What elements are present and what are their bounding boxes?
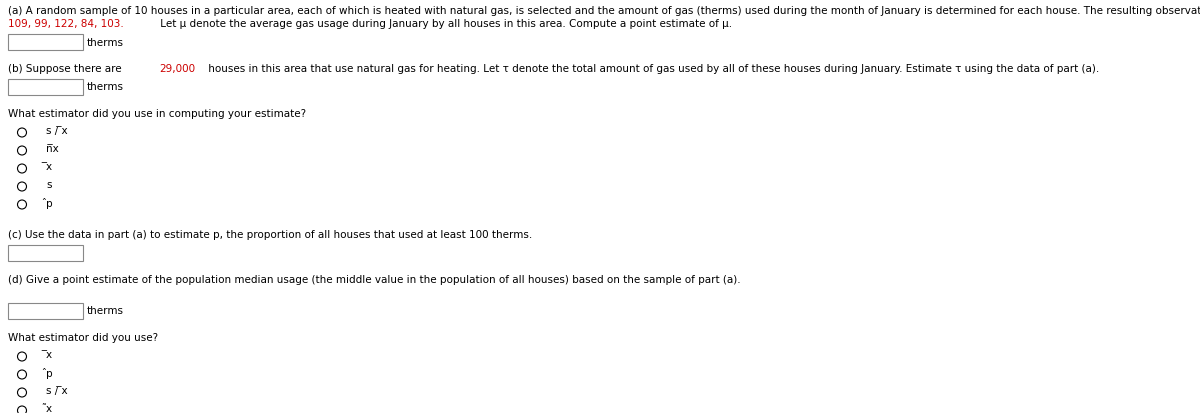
Text: 29,000: 29,000 — [158, 64, 194, 74]
Text: ̅x: ̅x — [46, 162, 52, 172]
Text: What estimator did you use in computing your estimate?: What estimator did you use in computing … — [8, 109, 306, 119]
Text: s / ̅x: s / ̅x — [46, 126, 67, 136]
Text: (d) Give a point estimate of the population median usage (the middle value in th: (d) Give a point estimate of the populat… — [8, 275, 740, 285]
Bar — [8, 245, 83, 261]
Text: houses in this area that use natural gas for heating. Let τ denote the total amo: houses in this area that use natural gas… — [205, 64, 1099, 74]
Text: s / ̅x: s / ̅x — [46, 386, 67, 396]
Text: 109, 99, 122, 84, 103.: 109, 99, 122, 84, 103. — [8, 19, 124, 29]
Text: therms: therms — [88, 83, 124, 93]
Text: s: s — [46, 180, 52, 190]
Bar — [8, 79, 83, 95]
Text: n̅x: n̅x — [46, 144, 59, 154]
Text: What estimator did you use?: What estimator did you use? — [8, 333, 158, 343]
Text: (a) A random sample of 10 houses in a particular area, each of which is heated w: (a) A random sample of 10 houses in a pa… — [8, 6, 1200, 16]
Text: ̃x: ̃x — [46, 404, 52, 413]
Bar — [8, 34, 83, 50]
Text: ̂p: ̂p — [46, 368, 53, 379]
Text: Let μ denote the average gas usage during January by all houses in this area. Co: Let μ denote the average gas usage durin… — [157, 19, 732, 29]
Text: ̅x: ̅x — [46, 350, 52, 360]
Bar — [8, 303, 83, 319]
Text: (c) Use the data in part (a) to estimate p, the proportion of all houses that us: (c) Use the data in part (a) to estimate… — [8, 230, 533, 240]
Text: therms: therms — [88, 306, 124, 316]
Text: (b) Suppose there are: (b) Suppose there are — [8, 64, 125, 74]
Text: therms: therms — [88, 38, 124, 47]
Text: ̂p: ̂p — [46, 198, 53, 209]
